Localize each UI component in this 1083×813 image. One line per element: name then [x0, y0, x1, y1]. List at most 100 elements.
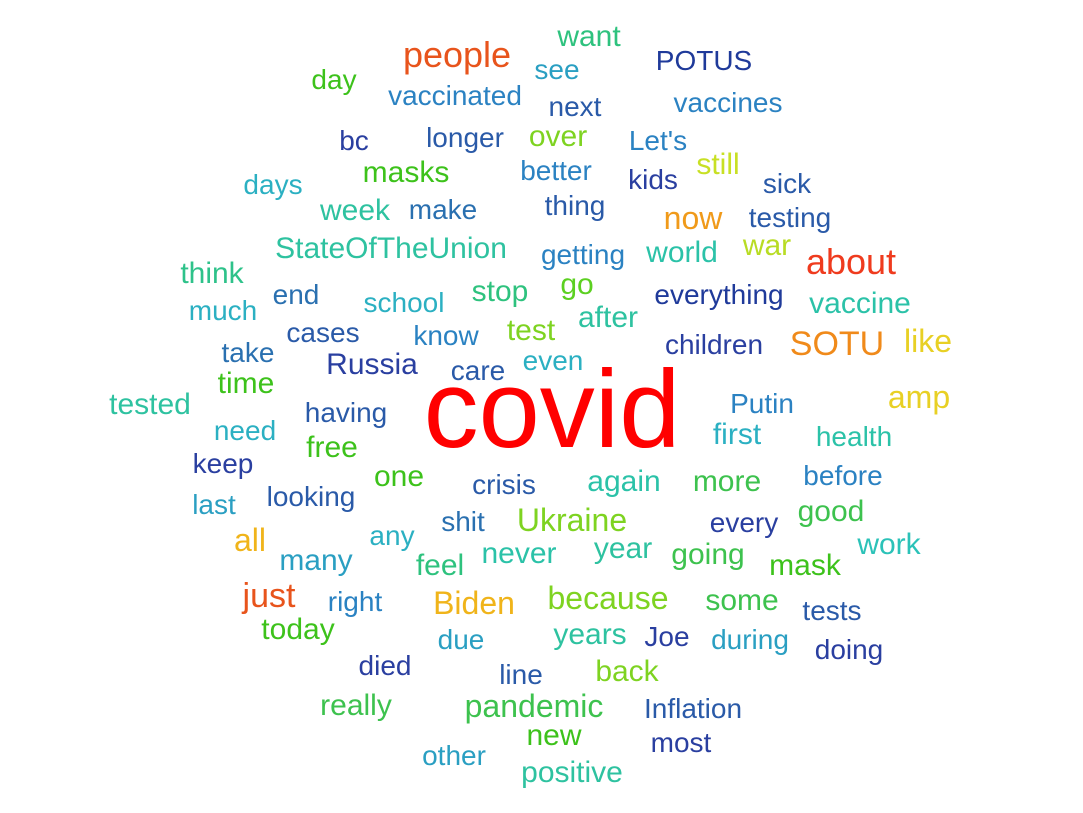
cloud-word: due — [437, 624, 485, 655]
cloud-word: kids — [628, 164, 678, 195]
cloud-word: day — [311, 64, 357, 95]
cloud-word: Joe — [644, 621, 690, 652]
cloud-word: see — [534, 54, 580, 85]
cloud-word: pandemic — [464, 688, 604, 724]
cloud-word: world — [646, 236, 718, 269]
cloud-word: stop — [471, 275, 529, 308]
cloud-word: make — [408, 194, 478, 225]
cloud-word: go — [560, 268, 594, 301]
cloud-word: everything — [654, 279, 784, 310]
cloud-word: work — [857, 528, 921, 561]
cloud-word: feel — [415, 549, 465, 582]
cloud-word: one — [373, 460, 425, 493]
cloud-word: next — [548, 91, 602, 122]
cloud-word: good — [797, 495, 865, 528]
cloud-word: longer — [426, 122, 504, 153]
cloud-word: want — [557, 20, 621, 53]
cloud-word: sick — [762, 168, 812, 199]
cloud-word: time — [217, 367, 275, 400]
cloud-word: any — [369, 520, 415, 551]
cloud-word: know — [413, 320, 479, 351]
cloud-word: covid — [423, 348, 681, 471]
cloud-word: end — [272, 279, 320, 310]
cloud-word: now — [663, 200, 723, 236]
cloud-word: after — [577, 301, 639, 334]
cloud-word: tests — [802, 595, 862, 626]
cloud-word: Ukraine — [516, 502, 628, 538]
cloud-word: going — [671, 538, 745, 571]
cloud-word: years — [553, 618, 627, 651]
cloud-word: vaccines — [673, 87, 783, 118]
cloud-word: keep — [192, 448, 254, 479]
cloud-word: still — [696, 148, 740, 181]
cloud-word: over — [528, 120, 588, 153]
cloud-word: Let's — [628, 125, 688, 156]
cloud-word: positive — [521, 756, 623, 789]
cloud-word: like — [903, 323, 953, 359]
cloud-word: first — [712, 418, 762, 451]
cloud-word: much — [188, 295, 258, 326]
cloud-word: crisis — [472, 469, 536, 500]
cloud-word: people — [402, 34, 512, 75]
cloud-word: every — [709, 507, 779, 538]
cloud-word: cases — [286, 317, 360, 348]
cloud-word: doing — [814, 634, 884, 665]
cloud-word: need — [213, 415, 277, 446]
cloud-word: about — [805, 241, 897, 282]
cloud-word: before — [803, 460, 883, 491]
cloud-word: line — [499, 659, 543, 690]
cloud-word: having — [304, 397, 388, 428]
cloud-word: vaccinated — [388, 80, 522, 111]
cloud-word: because — [547, 580, 669, 616]
cloud-word: shit — [441, 506, 485, 537]
cloud-word: many — [279, 544, 353, 577]
cloud-word: Putin — [730, 388, 794, 419]
cloud-word: amp — [887, 379, 951, 415]
cloud-word: SOTU — [789, 325, 885, 363]
cloud-word: really — [320, 689, 392, 722]
cloud-word: again — [587, 465, 661, 498]
cloud-word: Inflation — [643, 693, 743, 724]
cloud-word: even — [522, 345, 584, 376]
cloud-word: mask — [769, 549, 841, 582]
cloud-word: getting — [540, 239, 626, 270]
cloud-word: other — [422, 740, 486, 771]
cloud-word: Russia — [326, 348, 418, 381]
cloud-word: health — [815, 421, 893, 452]
cloud-word: school — [363, 287, 445, 318]
cloud-word: looking — [266, 481, 356, 512]
cloud-word: last — [192, 489, 236, 520]
cloud-word: take — [221, 337, 275, 368]
cloud-word: days — [243, 169, 303, 200]
cloud-word: tested — [109, 388, 191, 421]
cloud-word: just — [242, 577, 296, 615]
cloud-word: never — [481, 537, 557, 570]
cloud-word: care — [450, 355, 506, 386]
cloud-word: bc — [339, 125, 369, 156]
cloud-word: some — [705, 584, 779, 617]
cloud-word: back — [595, 655, 659, 688]
cloud-word: all — [233, 522, 267, 558]
cloud-word: free — [306, 431, 358, 464]
cloud-word: right — [327, 586, 383, 617]
cloud-word: POTUS — [655, 45, 753, 76]
cloud-word: week — [319, 194, 391, 227]
cloud-word: year — [593, 532, 653, 565]
cloud-word: test — [506, 314, 556, 347]
cloud-word: masks — [362, 156, 450, 189]
cloud-word: StateOfTheUnion — [275, 232, 507, 265]
cloud-word: Biden — [433, 585, 515, 621]
cloud-word: most — [650, 727, 712, 758]
cloud-word: died — [358, 650, 412, 681]
cloud-word: today — [261, 613, 335, 646]
cloud-word: better — [520, 155, 592, 186]
cloud-word: think — [180, 257, 244, 290]
cloud-word: war — [742, 229, 792, 262]
cloud-word: new — [526, 719, 582, 752]
cloud-word: testing — [748, 202, 832, 233]
cloud-word: more — [692, 465, 762, 498]
cloud-word: vaccine — [809, 287, 911, 320]
cloud-word: children — [664, 329, 764, 360]
cloud-word: during — [711, 624, 789, 655]
